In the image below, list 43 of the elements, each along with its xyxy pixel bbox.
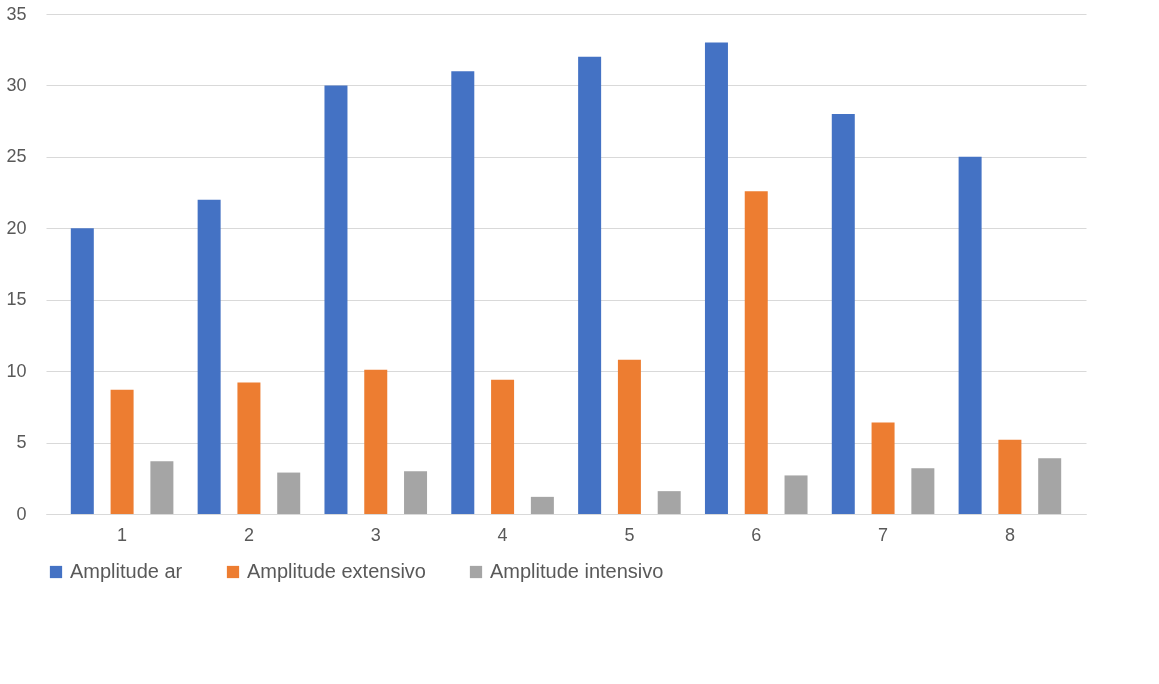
bar [704,42,728,514]
legend-label: Amplitude intensivo [490,560,664,582]
x-tick-label: 7 [878,524,889,545]
y-tick-label: 30 [6,74,27,95]
legend-label: Amplitude ar [70,560,183,582]
x-tick-label: 1 [117,524,128,545]
bar [451,71,475,514]
y-tick-label: 15 [6,289,27,310]
x-tick-label: 3 [370,524,381,545]
y-tick-label: 5 [16,432,27,453]
bar [70,228,94,514]
bar [237,382,261,514]
bar [277,472,301,514]
x-tick-label: 5 [624,524,635,545]
bar [110,389,134,514]
y-tick-label: 25 [6,146,27,167]
bar [491,379,515,514]
bar [324,85,348,514]
y-tick-label: 10 [6,360,27,381]
x-tick-label: 2 [243,524,254,545]
bar [657,491,681,514]
bar [998,439,1022,514]
bar [617,359,641,514]
x-tick-label: 6 [751,524,762,545]
bar [784,475,808,514]
x-tick-label: 8 [1004,524,1015,545]
bar [744,191,768,514]
bar [150,461,174,514]
x-tick-label: 4 [497,524,508,545]
bar [1038,458,1062,514]
y-tick-label: 0 [16,503,27,524]
bar [197,199,221,514]
bar [958,156,982,514]
bar [871,422,895,514]
y-tick-label: 20 [6,217,27,238]
legend-label: Amplitude extensivo [247,560,426,582]
bar [911,468,935,514]
bar [530,496,554,514]
bar [364,369,388,514]
bar [578,56,602,514]
bar [404,471,428,514]
bar [831,114,855,514]
y-tick-label: 35 [6,3,27,24]
